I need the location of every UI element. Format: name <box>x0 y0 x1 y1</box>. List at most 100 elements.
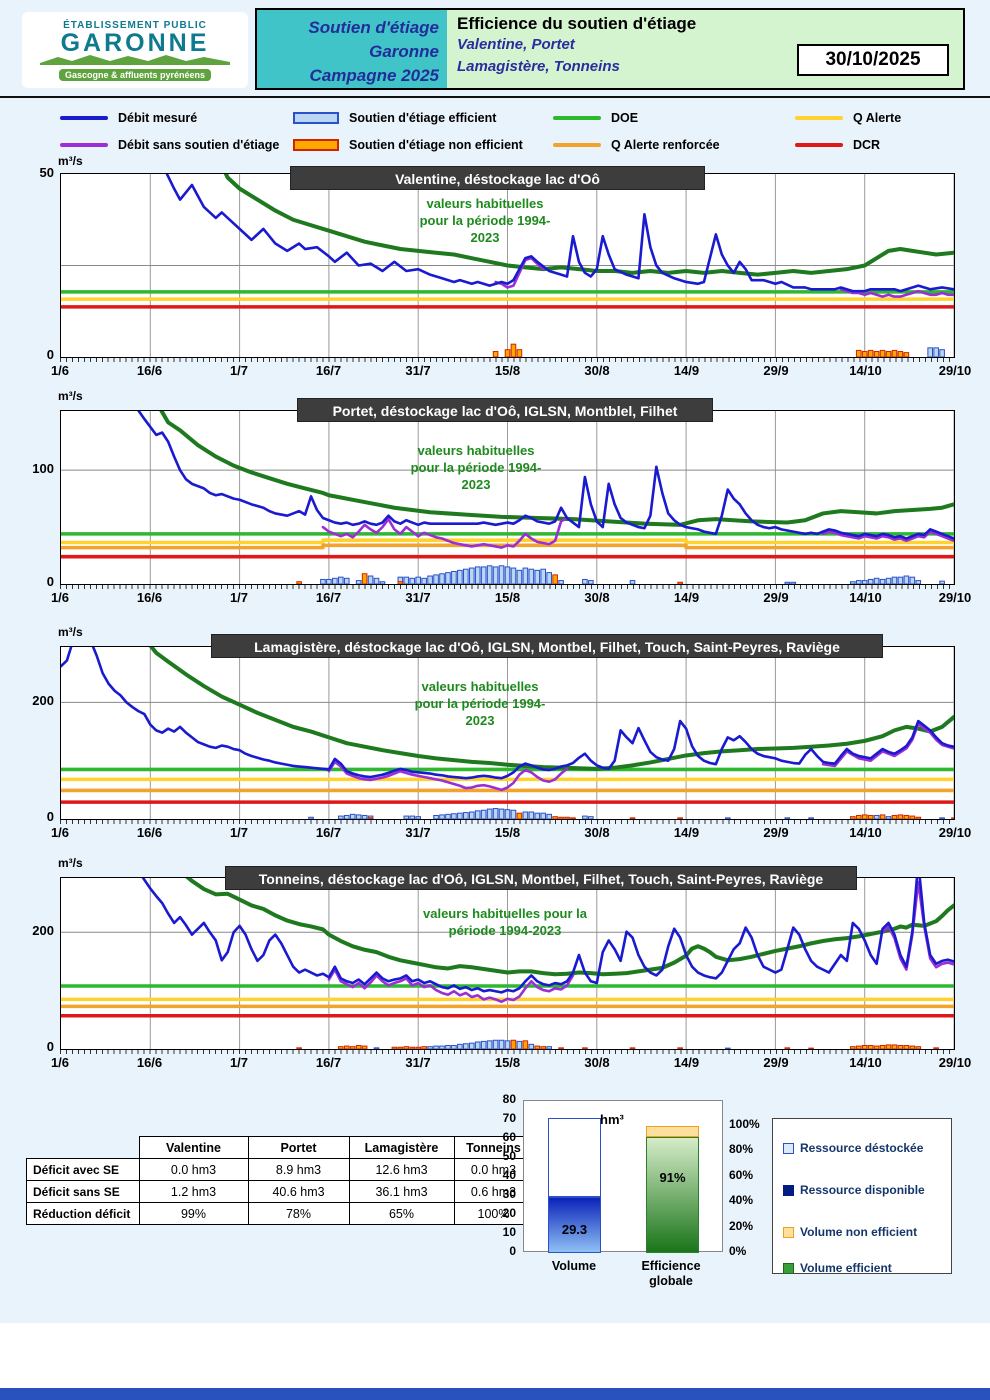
legend-label: Soutien d'étiage non efficient <box>349 138 523 152</box>
x-tick-label: 29/9 <box>763 1055 789 1070</box>
row-label: Déficit avec SE <box>26 1158 140 1181</box>
x-tick-label: 29/9 <box>763 590 789 605</box>
x-tick-label: 16/6 <box>136 590 163 605</box>
x-tick-label: 31/7 <box>405 825 431 840</box>
y-tick-label: 0 <box>46 574 54 589</box>
table-row: Déficit avec SE 0.0 hm3 8.9 hm3 12.6 hm3 0.0… <box>26 1158 534 1181</box>
table-header-cell: Lamagistère <box>348 1136 455 1159</box>
right-axis-label: 80% <box>729 1142 754 1157</box>
title-panel: Efficience du soutien d'étiage Valentine… <box>447 10 963 88</box>
page-title: Efficience du soutien d'étiage <box>457 14 697 33</box>
garonne-logo: ÉTABLISSEMENT PUBLIC GARONNE Gascogne & … <box>22 12 248 88</box>
legend-chip <box>783 1262 794 1274</box>
y-unit-label: m³/s <box>58 389 83 403</box>
x-tick-label: 14/9 <box>673 825 700 840</box>
efficiency-noneff-segment <box>646 1126 699 1138</box>
x-tick-label: 1/7 <box>229 825 249 840</box>
legend-box-swatch <box>293 112 339 124</box>
x-tick-label: 16/6 <box>136 1055 163 1070</box>
portet-plot <box>60 410 955 585</box>
volume-destocked-segment: 29.3 <box>548 1197 601 1253</box>
x-label-volume: Volume <box>551 1259 597 1273</box>
x-tick-label: 16/6 <box>136 825 163 840</box>
x-minor-ticks <box>60 1050 955 1054</box>
legend-line-swatch <box>60 116 108 120</box>
report-header: Soutien d'étiage Garonne Campagne 2025 E… <box>255 8 965 90</box>
campaign-line3: Campagne 2025 <box>309 66 439 85</box>
legend-label: Soutien d'étiage efficient <box>349 111 497 125</box>
legend-box-swatch <box>293 139 339 151</box>
legend-line-swatch <box>795 116 843 120</box>
volume-available-segment <box>548 1118 601 1198</box>
x-tick-label: 14/10 <box>849 825 882 840</box>
y-tick-label: 0 <box>46 347 54 362</box>
x-tick-label: 30/8 <box>584 590 610 605</box>
header-divider <box>0 96 990 98</box>
summary-legend-item: Volume efficient <box>783 1261 892 1275</box>
table-header-row: Valentine Portet Lamagistère Tonneins <box>27 1136 534 1159</box>
x-tick-label: 15/8 <box>494 825 521 840</box>
right-axis-label: 100% <box>729 1117 760 1131</box>
right-axis-label: 0% <box>729 1244 747 1258</box>
legend-item: Soutien d'étiage non efficient <box>293 137 523 153</box>
y-unit-label: m³/s <box>58 154 83 168</box>
x-tick-label: 30/8 <box>584 825 610 840</box>
legend-label: Q Alerte renforcée <box>611 138 720 152</box>
footer-bar <box>0 1388 990 1400</box>
x-tick-label: 1/7 <box>229 590 249 605</box>
x-tick-label: 29/9 <box>763 363 789 378</box>
x-tick-label: 30/8 <box>584 1055 610 1070</box>
left-axis-label: 70 <box>502 1111 516 1125</box>
y-tick-label: 200 <box>32 922 54 938</box>
portet-annotation: valeurs habituelles pour la période 1994… <box>410 443 542 492</box>
x-tick-label: 16/7 <box>315 363 342 378</box>
legend-item: Q Alerte renforcée <box>553 137 720 153</box>
x-tick-label: 16/7 <box>315 825 342 840</box>
table-value-cell: 78% <box>247 1202 350 1225</box>
volume-value-label: 29.3 <box>561 1222 588 1238</box>
table-value-cell: 0.6 hm3 <box>453 1180 534 1203</box>
summary-legend-label: Ressource disponible <box>800 1183 925 1197</box>
legend-line-swatch <box>795 143 843 147</box>
valentine-title: Valentine, déstockage lac d'Oô <box>290 166 705 190</box>
left-axis-label: 80 <box>502 1092 516 1106</box>
unit-label: hm³ <box>600 1112 624 1127</box>
y-tick-label: 0 <box>46 1039 54 1054</box>
summary-legend-item: Volume non efficient <box>783 1225 917 1239</box>
x-tick-label: 31/7 <box>405 1055 431 1070</box>
legend-item: Q Alerte <box>795 110 901 126</box>
lamagistere-annotation: valeurs habituelles pour la période 1994… <box>414 679 546 728</box>
x-tick-label: 15/8 <box>494 363 521 378</box>
report-date: 30/10/2025 <box>797 44 949 76</box>
legend-label: DCR <box>853 138 881 152</box>
y-tick-label: 50 <box>39 165 54 180</box>
table-value-cell: 0.0 hm3 <box>138 1158 249 1181</box>
left-axis-label: 20 <box>502 1206 516 1220</box>
legend-label: Q Alerte <box>853 111 902 125</box>
lamagistere-title: Lamagistère, déstockage lac d'Oô, IGLSN,… <box>211 634 883 658</box>
x-tick-label: 14/9 <box>673 1055 700 1070</box>
tonneins-annotation: valeurs habituelles pour la période 1994… <box>423 906 587 938</box>
right-axis-label: 60% <box>729 1167 754 1182</box>
valentine-annotation: valeurs habituelles pour la période 1994… <box>419 196 551 245</box>
left-axis-label: 60 <box>502 1130 516 1144</box>
summary-legend-item: Ressource déstockée <box>783 1141 923 1155</box>
lamagistere-plot <box>60 646 955 820</box>
table-value-cell: 40.6 hm3 <box>247 1180 350 1203</box>
x-tick-label: 29/10 <box>938 825 972 840</box>
x-tick-label: 29/9 <box>763 825 789 840</box>
logo-subtitle: ÉTABLISSEMENT PUBLIC <box>63 20 207 31</box>
x-tick-label: 1/7 <box>229 363 249 378</box>
right-axis-label: 20% <box>729 1218 754 1233</box>
y-tick-label: 0 <box>46 809 54 824</box>
x-tick-label: 16/6 <box>136 363 163 378</box>
left-axis-label: 40 <box>502 1168 516 1182</box>
x-tick-label: 14/10 <box>849 590 882 605</box>
x-tick-label: 14/10 <box>849 363 882 378</box>
y-unit-label: m³/s <box>58 625 83 639</box>
table-value-cell: 12.6 hm3 <box>348 1158 455 1181</box>
table-value-cell: 36.1 hm3 <box>348 1180 455 1203</box>
table-row: Déficit sans SE 1.2 hm3 40.6 hm3 36.1 hm3 0.… <box>26 1180 534 1203</box>
legend-label: Débit sans soutien d'étiage <box>118 138 280 152</box>
left-axis-label: 10 <box>502 1225 516 1239</box>
